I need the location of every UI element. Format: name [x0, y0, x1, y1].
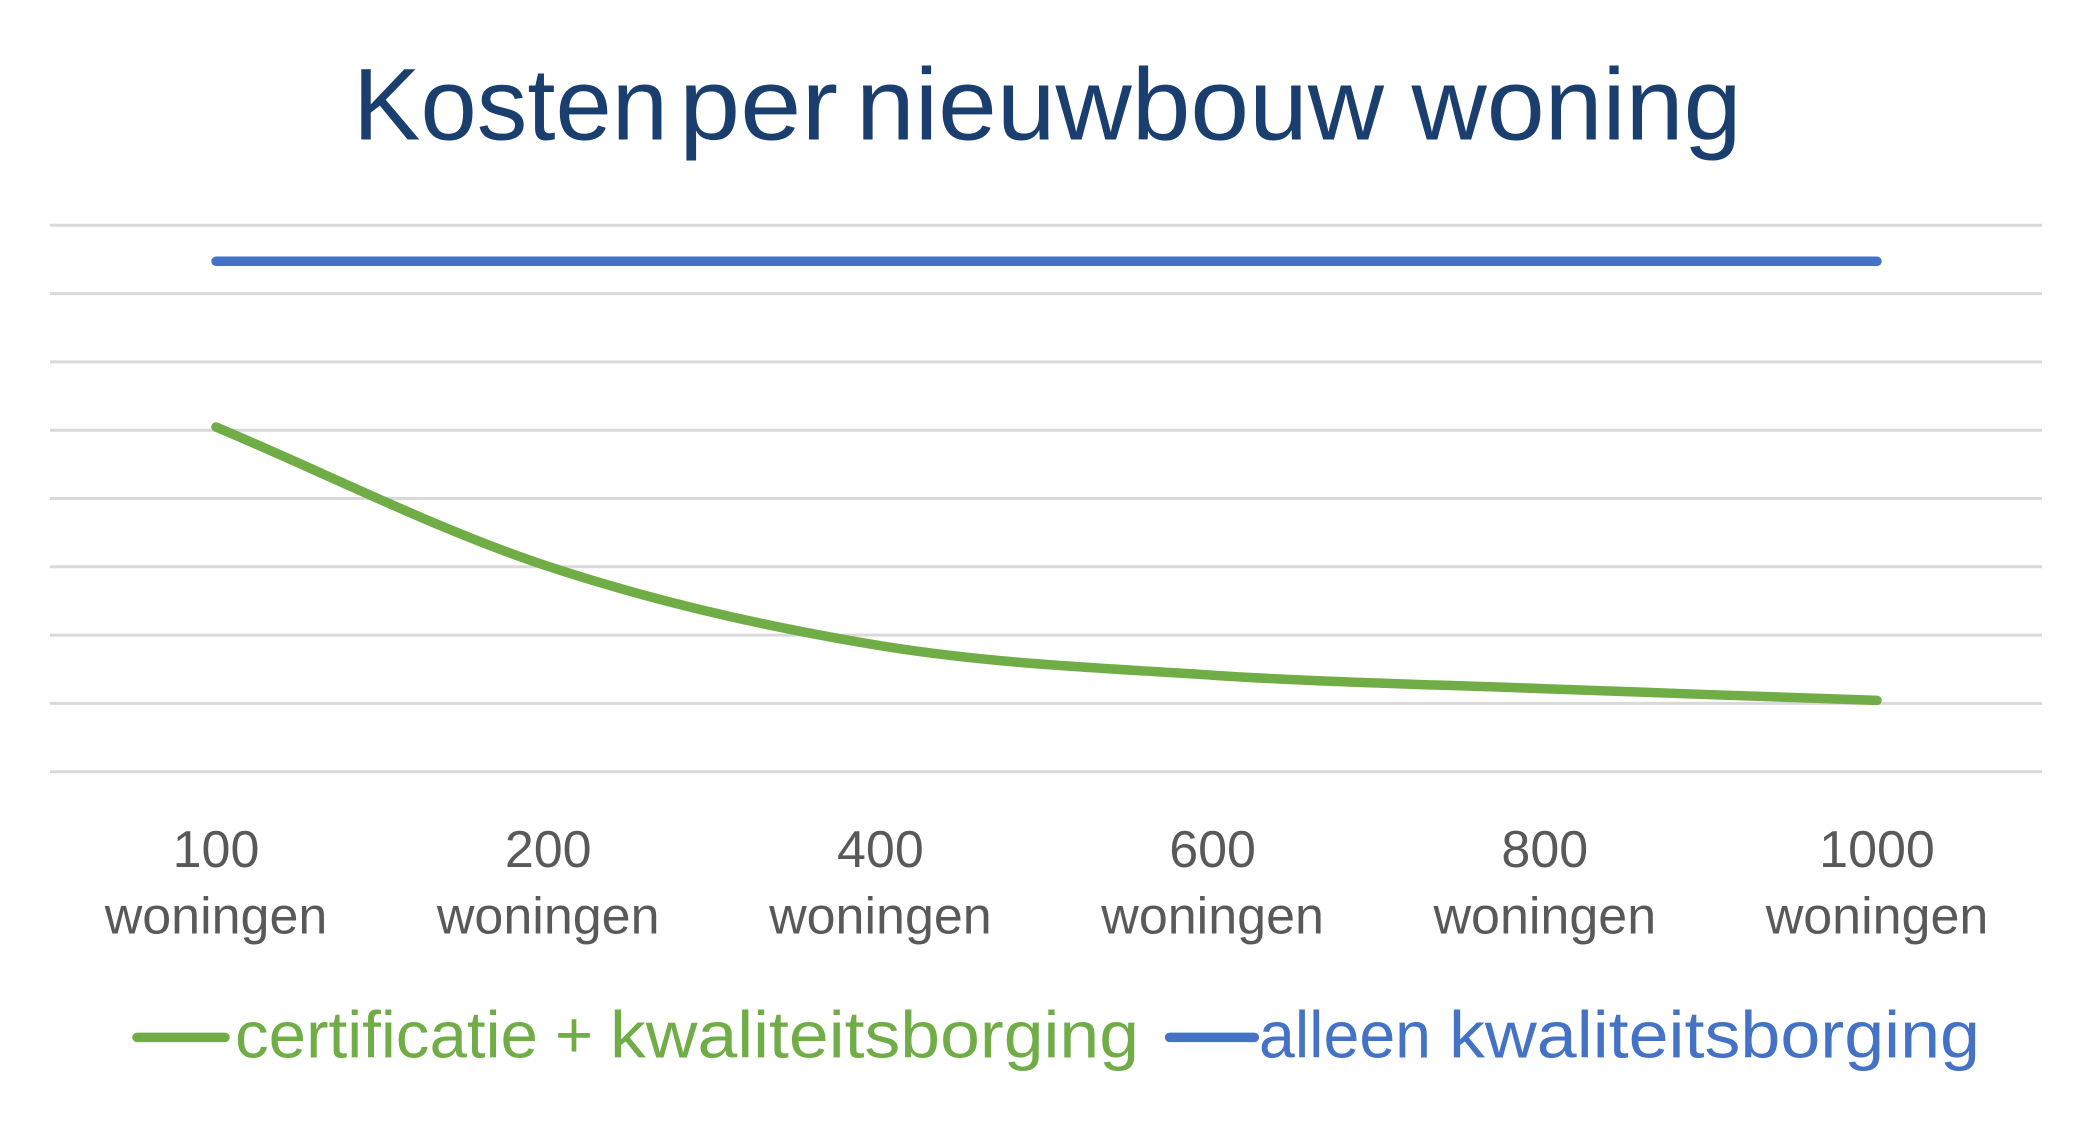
svg-text:woningen: woningen — [1765, 888, 1989, 946]
svg-text:certificatie: certificatie — [235, 998, 538, 1072]
svg-text:kwaliteitsborging: kwaliteitsborging — [610, 998, 1139, 1072]
svg-text:kwaliteitsborging: kwaliteitsborging — [1449, 998, 1980, 1072]
svg-text:nieuwbouw: nieuwbouw — [856, 48, 1384, 162]
svg-text:1000: 1000 — [1819, 821, 1935, 879]
svg-text:woningen: woningen — [768, 888, 992, 946]
svg-text:alleen: alleen — [1259, 998, 1431, 1072]
svg-text:800: 800 — [1501, 821, 1588, 879]
svg-text:200: 200 — [505, 821, 592, 879]
svg-text:100: 100 — [173, 821, 260, 879]
svg-text:woningen: woningen — [1100, 888, 1324, 946]
svg-text:400: 400 — [837, 821, 924, 879]
svg-text:Kosten: Kosten — [353, 48, 668, 162]
svg-text:woningen: woningen — [104, 888, 328, 946]
svg-text:woningen: woningen — [1432, 888, 1656, 946]
svg-text:600: 600 — [1169, 821, 1256, 879]
svg-text:woning: woning — [1410, 48, 1741, 162]
svg-text:per: per — [679, 48, 838, 162]
svg-text:+: + — [555, 998, 593, 1072]
svg-text:woningen: woningen — [436, 888, 660, 946]
